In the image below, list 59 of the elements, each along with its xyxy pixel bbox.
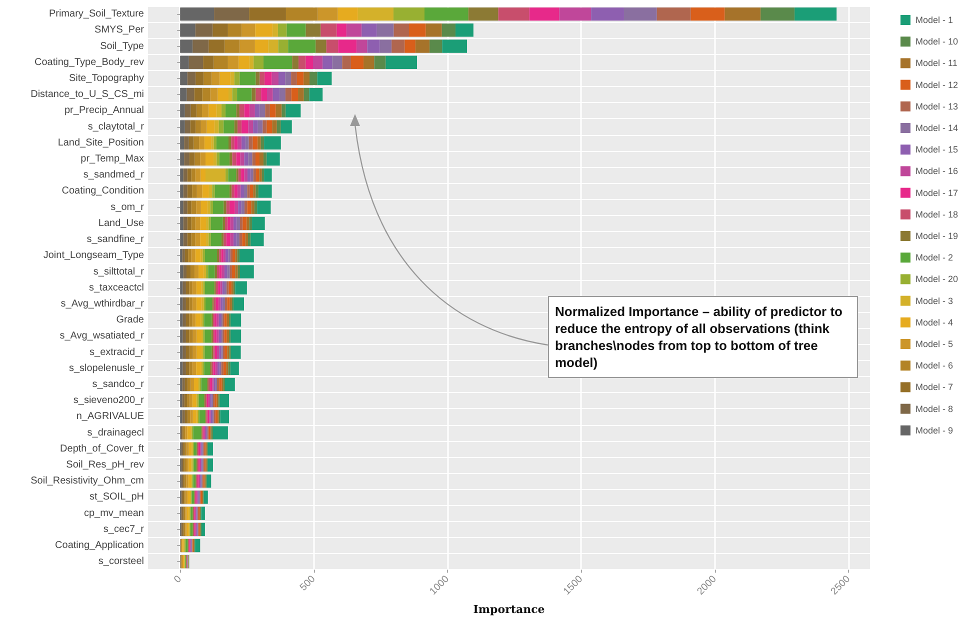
y-tick-label: Coating_Condition [62, 186, 144, 197]
x-tick-label: 0 [172, 574, 184, 586]
y-tick-label: s_taxceactcl [88, 282, 144, 294]
legend-label: Model - 16 [915, 166, 958, 176]
y-tick-label: s_extracid_r [90, 346, 145, 358]
y-tick-label: n_AGRIVALUE [76, 411, 144, 422]
y-tick-label: s_claytotal_r [88, 121, 145, 132]
annotation: Normalized Importance – ability of predictor to reduce the entropy of all observations (think branches\nodes from top to bottom of tree model) [548, 296, 858, 378]
y-tick-label: Coating_Type_Body_rev [34, 56, 144, 68]
legend-label: Model - 13 [915, 101, 958, 112]
legend-label: Model - 15 [915, 144, 958, 155]
y-tick-label: s_slopelenusle_r [68, 362, 145, 374]
legend-label: Model - 9 [915, 425, 954, 436]
legend-label: Model - 10 [915, 36, 958, 47]
legend-label: Model - 12 [915, 80, 958, 90]
legend-label: Model - 2 [915, 252, 954, 263]
y-tick-label: Grade [116, 314, 144, 326]
y-tick-label: s_drainagecl [87, 427, 144, 438]
y-tick-label: s_sandfine_r [86, 234, 145, 246]
y-tick-label: st_SOIL_pH [90, 492, 144, 503]
y-tick-label: pr_Temp_Max [80, 154, 144, 165]
legend-label: Model - 18 [915, 209, 958, 220]
y-tick-label: Depth_of_Cover_ft [60, 443, 144, 454]
y-tick-label: s_Avg_wthirdbar_r [60, 298, 145, 310]
y-tick-label: Land_Use [98, 218, 144, 229]
legend-label: Model - 3 [915, 296, 954, 306]
y-tick-label: s_silttotal_r [93, 266, 145, 278]
legend-label: Model - 19 [915, 231, 958, 241]
legend-label: Model - 7 [915, 382, 954, 392]
y-tick-label: Coating_Application [55, 540, 144, 552]
legend-label: Model - 5 [915, 339, 954, 349]
y-tick-label: s_corsteel [98, 556, 144, 568]
y-tick-label: Distance_to_U_S_CS_mi [30, 89, 144, 100]
legend-label: Model - 4 [915, 317, 954, 328]
y-tick-label: Soil_Res_pH_rev [66, 460, 144, 471]
legend-label: Model - 14 [915, 123, 958, 133]
y-tick-label: s_cec7_r [103, 524, 145, 535]
y-tick-label: s_om_r [110, 202, 145, 213]
legend-label: Model - 6 [915, 360, 954, 371]
x-axis-title: Importance [473, 603, 545, 616]
y-tick-label: s_sandco_r [92, 378, 145, 390]
y-tick-label: Land_Site_Position [58, 137, 144, 148]
y-tick-label: Joint_Longseam_Type [43, 250, 144, 262]
y-tick-label: Site_Topography [68, 72, 144, 84]
y-tick-label: SMYS_Per [94, 24, 145, 36]
legend-label: Model - 20 [915, 274, 958, 284]
y-tick-label: s_Avg_wsatiated_r [60, 330, 145, 342]
x-tick-label: 500 [298, 574, 318, 594]
y-tick-label: s_sandmed_r [83, 170, 145, 181]
y-tick-label: cp_mv_mean [84, 508, 144, 519]
legend-label: Model - 8 [915, 404, 954, 414]
y-tick-label: pr_Precip_Annual [64, 105, 144, 116]
y-tick-label: s_sieveno200_r [73, 395, 145, 406]
legend-label: Model - 17 [915, 188, 958, 198]
y-tick-label: Soil_Type [100, 40, 144, 52]
y-tick-label: Soil_Resistivity_Ohm_cm [30, 476, 144, 487]
legend-label: Model - 1 [915, 15, 954, 25]
y-tick-label: Primary_Soil_Texture [48, 8, 144, 20]
legend-label: Model - 11 [915, 58, 958, 68]
